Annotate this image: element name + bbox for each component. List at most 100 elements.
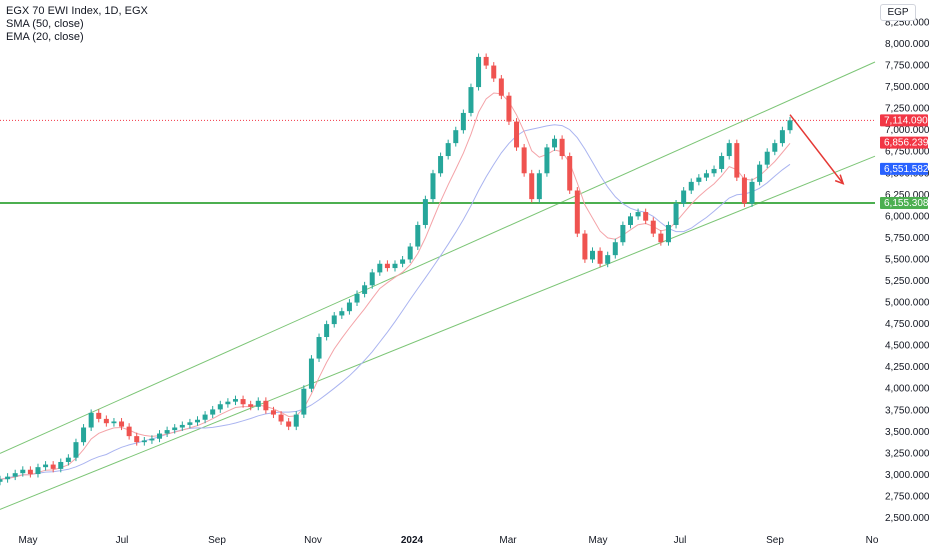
currency-button[interactable]: EGP xyxy=(880,4,916,21)
candle xyxy=(103,415,109,427)
candle-body xyxy=(643,212,649,221)
candle-body xyxy=(757,164,763,182)
candle-body xyxy=(673,203,679,225)
candle-body xyxy=(255,400,261,407)
y-tick-label: 7,000.000 xyxy=(885,125,930,136)
ema-price-tag-bg xyxy=(880,136,928,149)
y-tick-label: 2,750.000 xyxy=(885,491,930,502)
candle xyxy=(627,212,633,229)
candle xyxy=(187,418,193,429)
candle xyxy=(240,395,246,408)
candle xyxy=(620,221,626,246)
candle xyxy=(422,195,428,229)
x-tick-label: Jul xyxy=(674,535,687,546)
candle xyxy=(20,466,26,477)
y-tick-label: 6,750.000 xyxy=(885,147,930,158)
candle-body xyxy=(50,464,56,469)
candle-body xyxy=(536,173,542,200)
candle-body xyxy=(149,438,155,441)
y-tick-label: 7,500.000 xyxy=(885,82,930,93)
candle xyxy=(673,199,679,229)
candle-body xyxy=(749,181,755,204)
x-tick-label: Sep xyxy=(766,535,784,546)
candle-body xyxy=(438,156,444,174)
candle xyxy=(5,473,11,483)
candle-body xyxy=(0,479,3,482)
candle-body xyxy=(35,467,41,475)
candle-body xyxy=(703,173,709,178)
candle xyxy=(453,126,459,147)
candle-body xyxy=(210,409,216,415)
y-tick-label: 5,000.000 xyxy=(885,298,930,309)
candle-body xyxy=(278,414,284,422)
candle xyxy=(483,53,489,69)
ema-legend-label[interactable]: EMA (20, close) xyxy=(6,31,84,43)
candle xyxy=(498,75,504,100)
candle xyxy=(559,135,565,160)
candle xyxy=(764,148,770,169)
candle-body xyxy=(126,426,132,437)
candle-body xyxy=(331,315,337,325)
y-tick-label: 4,500.000 xyxy=(885,341,930,352)
candle-body xyxy=(460,112,466,131)
candle-body xyxy=(119,421,125,427)
candle-body xyxy=(157,433,163,439)
candle-body xyxy=(559,138,565,157)
candle xyxy=(407,243,413,263)
y-tick-label: 7,750.000 xyxy=(885,61,930,72)
candle-body xyxy=(225,401,231,405)
candle xyxy=(605,251,611,268)
candle xyxy=(50,461,56,473)
candle xyxy=(726,139,732,160)
price-axis[interactable]: 2,500.000 2,750.000 3,000.000 3,250.000 3,50… xyxy=(885,17,930,524)
candle-body xyxy=(400,259,406,264)
candle xyxy=(635,208,641,220)
candle xyxy=(552,135,558,151)
candle-body xyxy=(658,233,664,243)
candle xyxy=(96,409,102,423)
candle xyxy=(476,53,482,91)
candle-body xyxy=(103,418,109,424)
x-tick-label: May xyxy=(589,535,608,546)
candle xyxy=(506,92,512,126)
candle-body xyxy=(665,224,671,243)
y-tick-label: 6,000.000 xyxy=(885,211,930,222)
candle xyxy=(293,411,299,431)
candle xyxy=(88,409,94,431)
candle-body xyxy=(574,190,580,234)
candle xyxy=(195,416,200,426)
y-tick-label: 8,000.000 xyxy=(885,39,930,50)
candle xyxy=(384,260,390,272)
y-tick-label: 2,500.000 xyxy=(885,513,930,524)
candle-body xyxy=(354,293,360,303)
candle xyxy=(445,139,451,160)
candle xyxy=(217,400,223,413)
candle xyxy=(377,260,383,276)
ema-price-tag: 6,856.239 xyxy=(884,138,929,149)
ema-line xyxy=(0,92,791,480)
y-tick-label: 5,750.000 xyxy=(885,233,930,244)
candle-body xyxy=(392,263,398,269)
candle-body xyxy=(483,56,489,66)
candle-body xyxy=(187,422,193,425)
sma-legend-label[interactable]: SMA (50, close) xyxy=(6,18,84,30)
candle xyxy=(331,312,337,328)
candle xyxy=(301,385,307,419)
candle xyxy=(757,161,763,186)
candle-body xyxy=(346,302,352,312)
candle xyxy=(141,436,147,446)
candle xyxy=(468,83,474,117)
candle-body xyxy=(741,177,747,204)
candle-body xyxy=(43,464,49,468)
x-tick-label: Mar xyxy=(499,535,517,546)
candle xyxy=(126,423,132,440)
symbol-title[interactable]: EGX 70 EWI Index, 1D, EGX xyxy=(6,5,148,17)
candle-body xyxy=(58,461,64,469)
support-price-tag-bg xyxy=(880,196,928,209)
support-price-tag: 6,155.308 xyxy=(884,198,929,209)
price-tags: 7,114.090 6,856.239 6,551.582 6,155.308 xyxy=(880,114,929,209)
time-axis[interactable]: May Jul Sep Nov 2024 Mar May Jul Sep No xyxy=(19,535,879,546)
candle xyxy=(248,400,254,411)
candle-body xyxy=(552,138,558,148)
